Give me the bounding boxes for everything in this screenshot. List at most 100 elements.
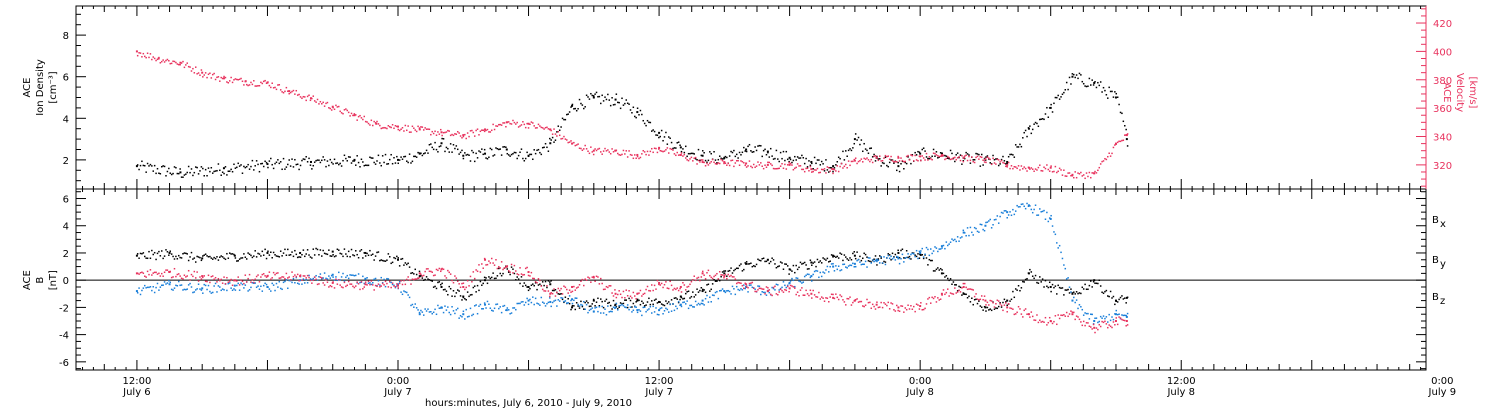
by-sample [203, 283, 205, 286]
velocity-sample [600, 151, 602, 153]
velocity-tick-label: 420 [1433, 19, 1452, 30]
by-sample [961, 236, 963, 238]
velocity-sample [735, 159, 738, 162]
velocity-sample [934, 152, 936, 155]
velocity-sample [435, 134, 438, 136]
velocity-sample [401, 127, 404, 129]
velocity-tick-label: 360 [1433, 104, 1452, 115]
velocity-sample [1091, 172, 1093, 174]
bx-sample [404, 262, 407, 264]
bz-sample [945, 291, 948, 294]
density-sample [665, 131, 667, 134]
velocity-sample [187, 65, 190, 68]
velocity-sample [764, 164, 766, 166]
velocity-sample [339, 110, 341, 113]
by-sample [301, 283, 303, 285]
velocity-sample [997, 159, 1000, 161]
density-sample [262, 165, 265, 168]
by-sample [213, 285, 215, 287]
bz-sample [155, 271, 157, 274]
by-sample [390, 281, 392, 284]
bx-sample [1105, 289, 1108, 292]
velocity-sample [241, 80, 244, 83]
velocity-sample [595, 149, 598, 152]
bz-sample [149, 269, 152, 271]
by-sample [394, 286, 397, 289]
by-sample [541, 301, 544, 303]
by-sample [874, 259, 877, 262]
bz-sample [143, 275, 146, 277]
bx-sample [905, 250, 908, 252]
by-sample [476, 312, 479, 315]
by-sample [796, 277, 799, 280]
bx-sample [349, 255, 351, 258]
density-sample [539, 151, 541, 154]
by-sample [839, 269, 841, 272]
density-sample [680, 150, 683, 153]
density-sample [792, 159, 795, 162]
bz-sample [291, 271, 293, 273]
bx-sample [304, 255, 306, 258]
density-sample [272, 167, 275, 170]
bz-sample [701, 270, 704, 273]
by-sample [833, 270, 836, 272]
bz-sample [659, 284, 661, 286]
bx-sample [458, 290, 460, 292]
by-sample [1094, 317, 1096, 320]
bz-sample [260, 276, 262, 278]
velocity-sample [1119, 140, 1122, 143]
density-sample [250, 165, 252, 168]
by-sample [706, 294, 708, 297]
by-sample [843, 263, 846, 265]
bz-sample [151, 274, 153, 276]
by-sample [415, 307, 418, 309]
density-sample [1126, 145, 1129, 147]
bz-sample [632, 291, 635, 294]
density-point [222, 167, 225, 170]
by-sample [904, 257, 907, 259]
bz-sample [860, 300, 863, 303]
bz-sample [1125, 325, 1127, 327]
bz-sample [172, 276, 174, 278]
bx-sample [221, 256, 224, 258]
bx-sample [275, 255, 278, 257]
by-sample [880, 256, 882, 258]
velocity-sample [602, 150, 605, 152]
velocity-sample [287, 90, 289, 92]
bz-sample [435, 268, 438, 271]
bx-sample [401, 257, 404, 260]
by-sample [655, 307, 657, 309]
bz-sample [893, 309, 895, 311]
density-sample [961, 163, 963, 165]
by-sample [499, 306, 501, 308]
bz-series [135, 257, 1129, 334]
density-sample [268, 160, 271, 162]
density-sample [859, 143, 861, 146]
bz-sample [796, 291, 799, 293]
bx-sample [901, 248, 904, 251]
bx-sample [356, 253, 358, 256]
velocity-sample [383, 126, 385, 129]
by-sample [876, 260, 878, 263]
bx-sample [600, 298, 602, 300]
bx-sample [942, 272, 945, 275]
bx-sample [660, 303, 663, 305]
by-sample [829, 265, 831, 268]
bx-sample [683, 297, 686, 300]
by-sample [372, 282, 374, 284]
bz-sample [479, 271, 482, 273]
by-sample [918, 250, 921, 253]
bx-sample [737, 267, 739, 270]
density-sample [219, 169, 221, 172]
by-sample [152, 286, 154, 288]
density-sample [301, 159, 303, 162]
bx-sample [379, 259, 381, 262]
bz-sample [980, 295, 983, 297]
bx-sample [864, 253, 867, 256]
density-sample [488, 156, 490, 158]
density-sample [145, 171, 147, 173]
bz-sample [281, 276, 283, 278]
by-sample [238, 289, 241, 291]
density-sample [837, 156, 840, 159]
density-sample [578, 98, 581, 101]
